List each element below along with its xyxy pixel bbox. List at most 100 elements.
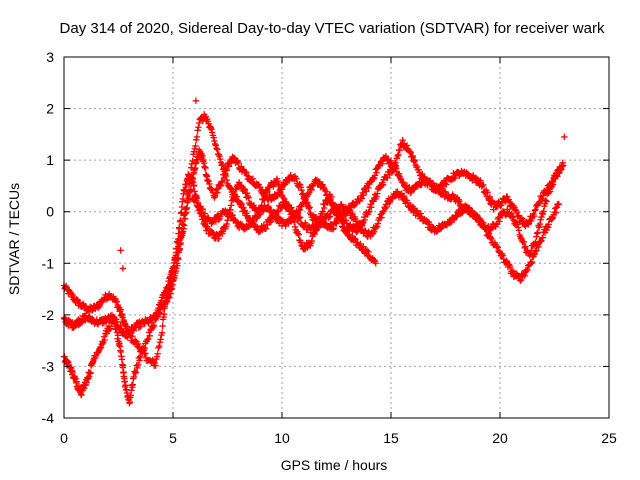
track-a-point — [210, 229, 217, 237]
track-c-point — [182, 206, 190, 213]
track-d-point — [264, 203, 271, 211]
track-c-point — [164, 283, 172, 290]
track-b-point — [522, 243, 529, 250]
track-c-point — [163, 286, 171, 293]
track-c-point — [210, 134, 217, 141]
track-a-point — [73, 296, 81, 303]
track-c-point — [549, 215, 556, 222]
track-b-point — [358, 195, 366, 202]
track-b-point — [333, 220, 340, 227]
track-c-point — [100, 333, 108, 340]
track-c-point — [150, 322, 158, 330]
track-c-point — [141, 345, 148, 352]
track-b-point — [330, 225, 337, 232]
track-c-point — [152, 316, 159, 324]
track-c-point — [400, 192, 408, 200]
track-c-point — [465, 204, 472, 211]
track-b-point — [238, 163, 245, 170]
track-b-point — [249, 175, 257, 182]
y-tick-label: 1 — [46, 152, 54, 168]
track-c-point — [358, 226, 365, 233]
track-c-point — [477, 217, 485, 225]
track-a-point — [291, 223, 299, 231]
track-c-point — [113, 329, 121, 336]
x-tick-label: 5 — [169, 430, 177, 446]
track-c-point — [262, 225, 270, 232]
track-a-point — [217, 229, 225, 237]
track-c-point — [362, 227, 369, 234]
track-d-point — [399, 136, 406, 144]
track-b-point — [379, 160, 386, 167]
track-c-point — [474, 212, 481, 220]
track-b-point — [218, 178, 225, 185]
track-c-point — [555, 200, 563, 208]
y-tick-label: 2 — [46, 101, 54, 117]
track-d-point — [264, 203, 272, 210]
track-a-point — [155, 342, 163, 350]
track-d-point — [294, 209, 302, 217]
track-d-point — [321, 186, 329, 194]
track-d-point — [392, 159, 399, 166]
track-c-point — [110, 315, 117, 322]
track-a-point — [243, 190, 251, 197]
track-c-point — [485, 229, 492, 237]
track-b-point — [211, 192, 219, 200]
track-c-point — [186, 180, 193, 187]
track-b-point — [167, 290, 174, 298]
track-c-point — [554, 201, 562, 208]
track-d-point — [532, 206, 539, 213]
track-c-point — [503, 257, 510, 265]
track-b-point — [298, 186, 305, 194]
track-d-point — [201, 210, 209, 217]
track-c-point — [114, 332, 122, 339]
track-c-point — [103, 330, 111, 337]
track-d-point — [304, 190, 311, 197]
track-c-point — [552, 209, 560, 216]
track-a-point — [76, 299, 84, 307]
track-c-point — [213, 145, 220, 152]
track-c-point — [211, 137, 218, 145]
track-d-point — [249, 219, 256, 226]
track-a-point — [82, 302, 89, 310]
data-points — [60, 97, 568, 407]
track-c-point — [214, 146, 221, 153]
track-d-point — [373, 193, 380, 200]
track-c-point — [211, 140, 219, 148]
track-c-point — [187, 173, 194, 181]
x-tick-label: 10 — [274, 430, 290, 446]
track-c-point — [139, 350, 146, 357]
track-b-point — [387, 157, 395, 164]
track-c-point — [146, 332, 153, 340]
tick-labels: 0 5 10 15 20 25 -4 -3 -2 -1 0 1 2 3 — [42, 49, 617, 446]
track-b-point — [262, 189, 270, 197]
track-b-point — [543, 198, 550, 205]
track-a-point — [209, 228, 216, 236]
track-c-point — [223, 176, 230, 184]
track-c-point — [520, 271, 527, 278]
track-d-point — [320, 183, 327, 191]
track-b-point — [542, 197, 549, 204]
track-c-point — [78, 391, 85, 399]
y-tick-label: -3 — [42, 358, 55, 374]
track-a-point — [224, 216, 231, 224]
track-b-point — [327, 221, 334, 228]
track-a-point — [132, 337, 139, 344]
track-d-point — [392, 162, 400, 169]
track-b-point — [214, 189, 221, 196]
track-b-point — [456, 197, 463, 205]
track-c-point — [535, 243, 542, 251]
track-b-point — [375, 162, 382, 169]
track-b-point — [243, 169, 250, 176]
track-d-point — [488, 197, 496, 205]
track-c-point — [130, 373, 137, 381]
track-d-point — [395, 151, 402, 158]
track-b-point — [539, 210, 547, 218]
track-a-point — [295, 231, 302, 238]
isolated-points-point — [117, 247, 124, 254]
track-c-point — [217, 155, 224, 163]
track-b-point — [526, 252, 533, 259]
track-c-point — [134, 361, 142, 369]
track-b-point — [217, 182, 225, 190]
track-b-point — [439, 187, 446, 195]
